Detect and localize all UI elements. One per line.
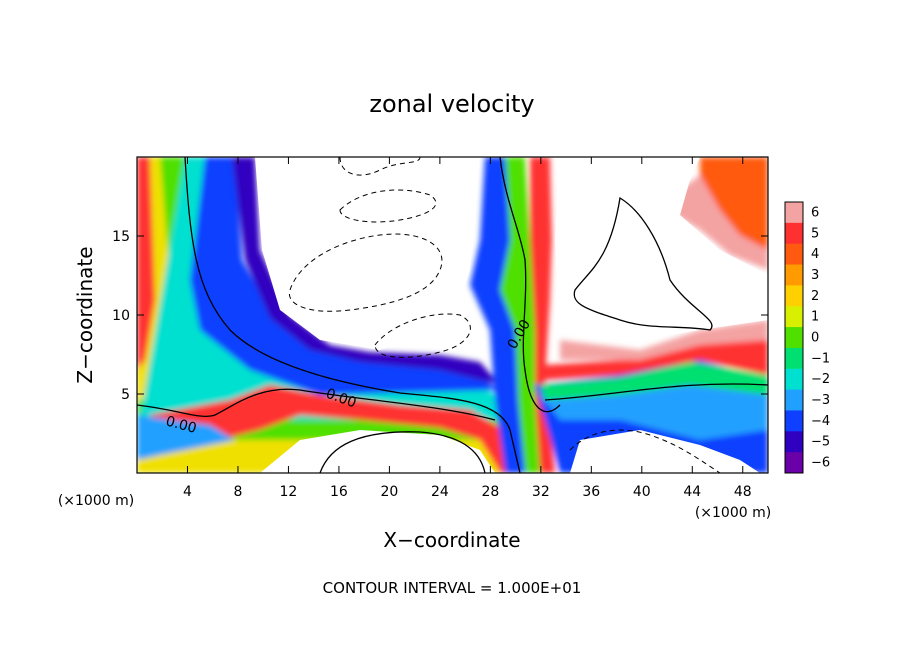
dashed-contours bbox=[288, 157, 721, 473]
colorbar-label-6: 0 bbox=[811, 331, 819, 346]
dashed-contour-1 bbox=[339, 157, 421, 176]
colorbar-swatch-3 bbox=[785, 264, 803, 286]
left-blue bbox=[190, 157, 498, 395]
x-tick-label-32: 32 bbox=[532, 484, 550, 500]
dashed-contour-3 bbox=[288, 233, 443, 312]
white-region-right bbox=[555, 157, 768, 340]
dashed-contour-5 bbox=[569, 429, 721, 473]
contour-interval-note: CONTOUR INTERVAL = 1.000E+01 bbox=[323, 579, 582, 597]
colorbar-label-2: 4 bbox=[811, 247, 819, 262]
colorbar-label-0: 6 bbox=[811, 205, 819, 220]
colorbar: 6 5 4 3 2 1 0 −1 −2 −3 −4 −5 −6 bbox=[784, 201, 830, 474]
x-tick-label-40: 40 bbox=[633, 484, 651, 500]
colorbar-swatch-5 bbox=[785, 306, 803, 328]
top-right-pink bbox=[675, 175, 768, 270]
white-region-upper bbox=[255, 157, 480, 350]
colorbar-label-8: −2 bbox=[811, 372, 830, 387]
colorbar-swatch-7 bbox=[785, 347, 803, 370]
lower-red-band bbox=[150, 385, 525, 473]
colorbar-swatch-2 bbox=[785, 243, 803, 266]
x-tick-label-16: 16 bbox=[330, 484, 348, 500]
x-tick-label-36: 36 bbox=[582, 484, 600, 500]
x-tick-label-20: 20 bbox=[380, 484, 398, 500]
colorbar-label-11: −5 bbox=[811, 435, 830, 450]
x-tick-label-12: 12 bbox=[280, 484, 298, 500]
y-tick-label-15: 15 bbox=[112, 229, 130, 245]
x-tick-label-48: 48 bbox=[734, 484, 752, 500]
right-band-green bbox=[540, 362, 768, 400]
contour-lines bbox=[137, 157, 768, 473]
velocity-field: 0.00 0.00 0.00 bbox=[137, 157, 768, 473]
zero-contour-jet bbox=[499, 157, 561, 413]
x-tick-label-44: 44 bbox=[683, 484, 701, 500]
central-jet-green bbox=[500, 157, 545, 473]
chart-title: zonal velocity bbox=[369, 90, 534, 118]
contour-label-1: 0.00 bbox=[164, 413, 198, 437]
right-pink bbox=[560, 320, 768, 360]
x-axis-label: X−coordinate bbox=[383, 528, 520, 552]
x-tick-label-24: 24 bbox=[431, 484, 449, 500]
plot-area: 0.00 0.00 0.00 4 8 12 16 20 24 28 32 36 40 44 48510… bbox=[112, 156, 769, 500]
colorbar-frame bbox=[784, 201, 804, 474]
left-purple bbox=[232, 157, 500, 385]
dashed-contour-4 bbox=[374, 313, 471, 358]
central-jet-red bbox=[530, 157, 555, 473]
colorbar-swatch-6 bbox=[785, 327, 803, 349]
x-unit-right: (×1000 m) bbox=[695, 505, 771, 521]
x-tick-label-4: 4 bbox=[183, 484, 192, 500]
colorbar-label-1: 5 bbox=[811, 226, 819, 241]
colorbar-swatch-1 bbox=[785, 222, 803, 245]
colorbar-label-12: −6 bbox=[811, 456, 830, 471]
white-region-bottom bbox=[260, 430, 495, 473]
zero-contour-lower bbox=[137, 388, 496, 421]
colorbar-swatch-10 bbox=[785, 410, 803, 432]
colorbar-label-7: −1 bbox=[811, 351, 830, 366]
left-edge-red bbox=[137, 157, 155, 370]
x-tick-label-8: 8 bbox=[233, 484, 242, 500]
dashed-contour-2 bbox=[339, 189, 437, 223]
colorbar-swatch-12 bbox=[785, 452, 803, 474]
colorbar-label-3: 3 bbox=[811, 268, 819, 283]
colorbar-label-9: −3 bbox=[811, 393, 830, 408]
colorbar-label-10: −4 bbox=[811, 414, 830, 429]
colorbar-swatch-0 bbox=[785, 202, 803, 224]
colorbar-swatch-11 bbox=[785, 431, 803, 453]
colorbar-swatch-4 bbox=[785, 285, 803, 307]
zero-contour-left bbox=[184, 157, 521, 473]
contour-bottom-loop bbox=[319, 431, 486, 473]
colorbar-label-4: 2 bbox=[811, 289, 819, 304]
y-tick-label-10: 10 bbox=[112, 308, 130, 324]
x-tick-label-28: 28 bbox=[481, 484, 499, 500]
contour-right-loop bbox=[573, 196, 713, 331]
y-axis-label: Z−coordinate bbox=[73, 246, 97, 383]
colorbar-swatch-8 bbox=[785, 368, 803, 391]
left-cyan bbox=[140, 157, 500, 420]
white-region-bottom-right bbox=[570, 430, 760, 473]
colorbar-swatch-9 bbox=[785, 389, 803, 411]
zero-contour-right bbox=[544, 383, 768, 401]
bottom-blue bbox=[137, 415, 235, 460]
x-unit-left: (×1000 m) bbox=[58, 493, 134, 509]
y-tick-label-5: 5 bbox=[121, 387, 130, 403]
colorbar-label-5: 1 bbox=[811, 310, 819, 325]
